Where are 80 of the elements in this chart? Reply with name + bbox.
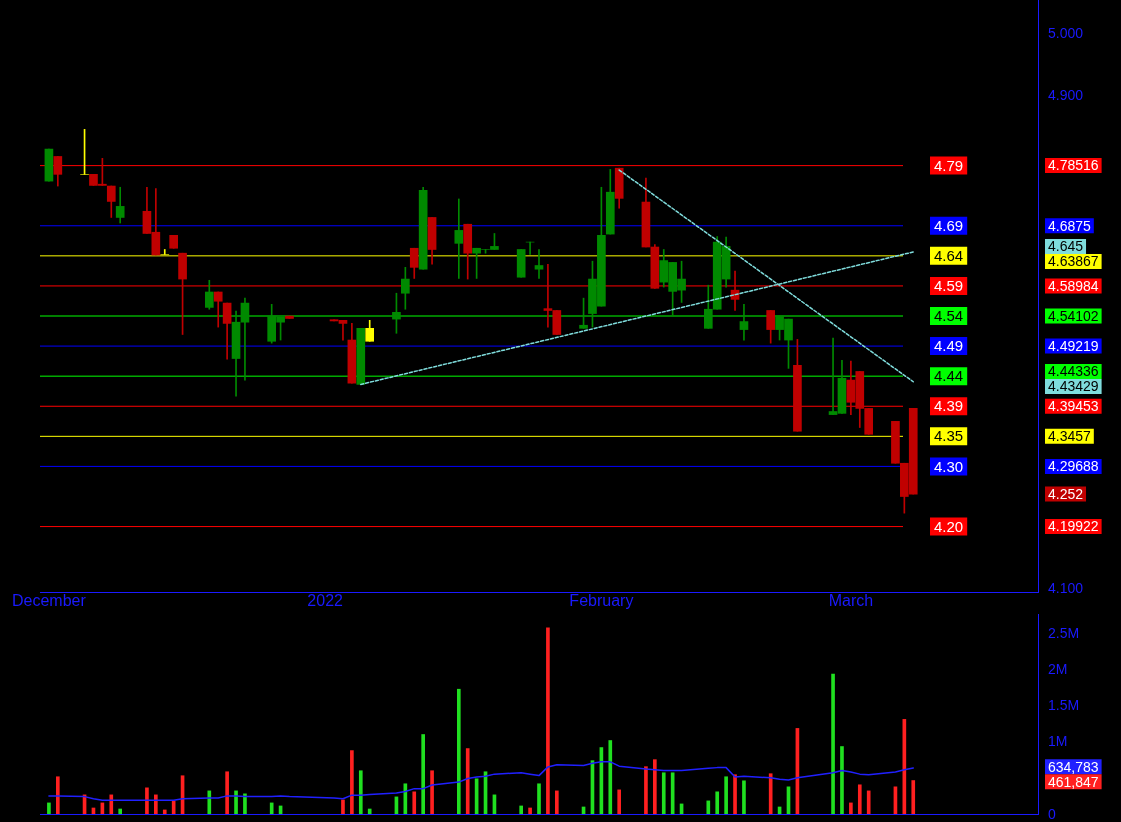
y-tick-label: 4.39453 [1048,398,1099,415]
bar [857,784,862,814]
y-tick-label: 4.252 [1048,485,1084,502]
y-tick-label: 461,847 [1048,773,1099,790]
ref-line-label: 4.54 [934,307,964,325]
bar [849,802,853,814]
ref-line-label: 4.79 [934,156,964,174]
bar [617,789,622,814]
bar [207,790,212,814]
y-tick-label: 4.6875 [1048,217,1092,234]
x-tick-label: December [12,592,87,610]
y-tick-label: 2M [1048,660,1068,677]
bar [350,750,354,814]
bar [742,780,746,814]
bar [225,771,229,814]
y-tick-label: 4.54102 [1048,307,1099,324]
bar [358,770,363,814]
y-tick-label: 4.58984 [1048,277,1099,294]
bar [430,770,434,814]
bar [608,740,613,814]
y-tick-label: 4.43429 [1048,378,1099,395]
ref-line-label: 4.59 [934,277,964,295]
y-tick-label: 1M [1048,733,1068,750]
bar [653,759,657,814]
y-tick-label: 0 [1048,805,1056,822]
x-tick-label: March [828,592,874,610]
y-tick-label: 4.78516 [1048,157,1099,174]
y-tick-label: 2.5M [1048,624,1080,641]
bar [243,793,247,814]
y-tick-label: 4.63867 [1048,253,1099,270]
bar [644,766,648,814]
x-tick-label: 2022 [307,592,344,610]
ref-line-label: 4.44 [934,367,964,385]
bar [367,808,372,814]
bar [911,780,916,814]
bar [831,673,835,814]
y-tick-label: 4.29688 [1048,458,1099,475]
y-tick-label: 5.000 [1048,25,1084,42]
bar [47,802,51,814]
bar [661,772,666,814]
y-tick-label: 4.645 [1048,238,1084,255]
bar [537,783,541,814]
bar [269,802,274,814]
ref-line-label: 4.35 [934,427,964,445]
y-tick-label: 4.49219 [1048,337,1099,354]
ref-line-label: 4.69 [934,216,964,234]
x-tick-label: February [569,592,634,610]
bar [456,688,461,814]
bar [145,787,149,814]
bar [840,746,844,814]
bar [733,774,737,814]
bar [706,800,711,814]
ref-line-label: 4.20 [934,517,964,535]
ref-line-label: 4.64 [934,246,964,264]
ref-line-label: 4.39 [934,397,964,415]
bar [768,773,773,814]
y-tick-label: 4.19922 [1048,518,1099,535]
y-tick-label: 4.900 [1048,86,1084,103]
ref-line-label: 4.49 [934,337,964,355]
ref-line-label: 4.30 [934,457,964,475]
y-tick-label: 4.3457 [1048,428,1092,445]
y-tick-label: 1.5M [1048,697,1080,714]
bar [528,807,532,814]
bar [55,776,60,814]
bar [465,748,470,814]
bar [412,791,417,814]
bar [118,808,123,814]
bar [519,805,524,814]
bar [421,734,425,814]
bar [546,627,550,814]
y-tick-label: 4.44336 [1048,363,1099,380]
bar [162,809,167,814]
bar [866,790,871,814]
bar [234,790,238,814]
bar [724,776,728,814]
y-tick-label: 4.100 [1048,579,1084,596]
bar [341,799,345,814]
bar [715,791,720,814]
y-tick-label: 634,783 [1048,758,1099,775]
bar [554,790,559,814]
